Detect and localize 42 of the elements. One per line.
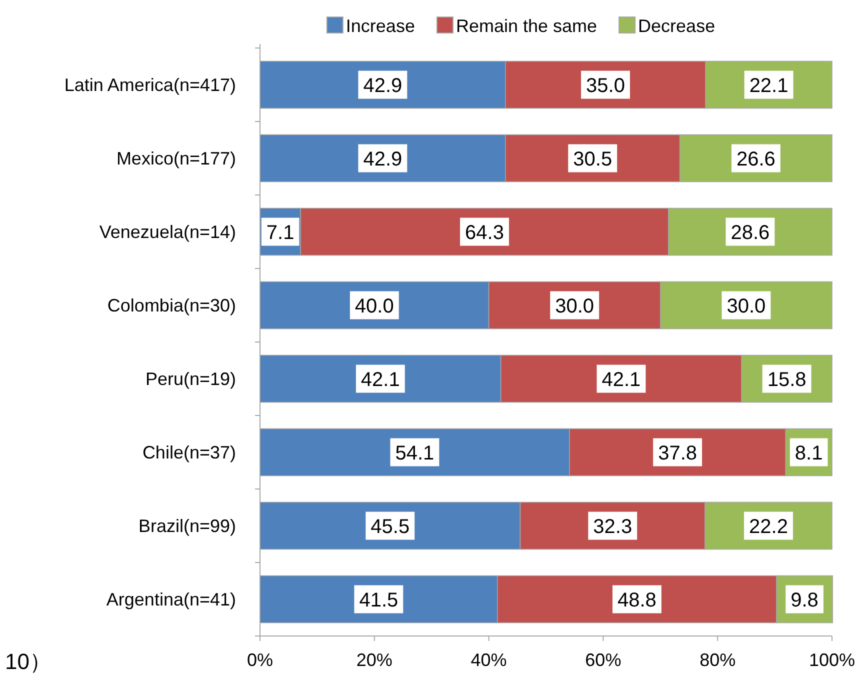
y-tick-label: Mexico(n=177): [116, 148, 236, 168]
data-label: 28.6: [730, 222, 770, 244]
data-label: 7.1: [266, 222, 294, 244]
x-tick-label: 0%: [246, 650, 274, 670]
data-label: 64.3: [465, 222, 504, 244]
data-label: 37.8: [658, 442, 698, 464]
y-tick-label: Peru(n=19): [145, 368, 236, 389]
data-label: 35.0: [586, 74, 625, 97]
data-label: 32.3: [593, 516, 632, 538]
y-tick-label: Argentina(n=41): [106, 589, 236, 610]
data-label: 54.1: [395, 442, 434, 464]
y-tick-label: Brazil(n=99): [138, 516, 236, 536]
data-label: 9.8: [790, 589, 818, 612]
legend-label: Increase: [346, 16, 415, 36]
data-label: 30.0: [555, 295, 594, 318]
data-label: 42.9: [363, 148, 402, 170]
x-tick-label: 40%: [470, 650, 507, 670]
data-label: 42.1: [602, 368, 641, 391]
data-label: 42.1: [360, 368, 400, 391]
data-label: 48.8: [617, 589, 656, 612]
y-tick-label: Venezuela(n=14): [99, 222, 236, 242]
text: 10）: [5, 649, 52, 674]
data-label: 40.0: [354, 295, 394, 318]
legend-label: Decrease: [638, 16, 716, 36]
data-label: 22.1: [749, 74, 788, 97]
y-tick-label: Colombia(n=30): [107, 295, 236, 316]
x-tick-label: 20%: [356, 650, 392, 670]
y-tick-label: Latin America(n=417): [64, 74, 236, 95]
data-label: 42.9: [363, 74, 402, 97]
y-tick-label: Chile(n=37): [142, 442, 236, 462]
x-tick-label: 100%: [808, 650, 856, 670]
data-label: 15.8: [767, 368, 806, 391]
data-label: 8.1: [794, 442, 823, 464]
data-label: 41.5: [359, 589, 398, 612]
data-label: 30.5: [573, 148, 612, 170]
data-label: 30.0: [726, 295, 766, 318]
data-label: 22.2: [749, 516, 788, 538]
data-label: 45.5: [370, 516, 410, 538]
x-tick-label: 60%: [585, 650, 622, 670]
x-tick-label: 80%: [700, 650, 736, 670]
data-label: 26.6: [736, 148, 776, 170]
legend-label: Remain the same: [456, 16, 598, 36]
